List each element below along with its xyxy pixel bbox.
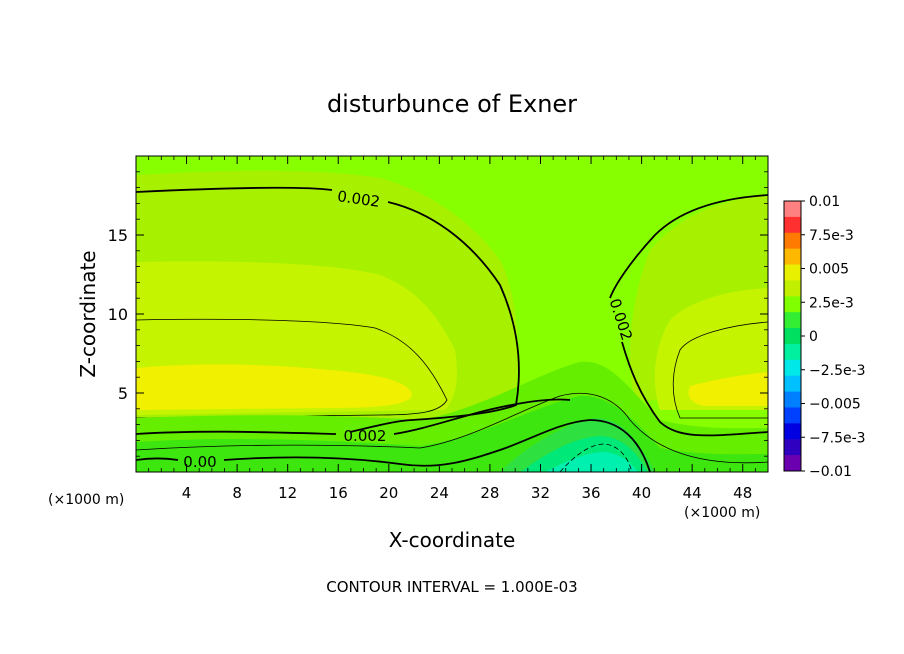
contour-negative xyxy=(559,443,633,472)
contour-0.00 xyxy=(136,419,651,472)
colorbar-swatch xyxy=(784,455,801,472)
x-tick-label: 24 xyxy=(430,484,449,502)
colorbar-label: −0.005 xyxy=(809,397,861,413)
contour-label: 0.002 xyxy=(336,187,381,211)
colorbar-swatch xyxy=(784,343,801,361)
x-tick-label: 40 xyxy=(632,484,651,502)
chart-title: disturbunce of Exner xyxy=(327,90,577,118)
x-axis: 4 8 12 16 20 24 28 32 36 40 44 48 xyxy=(148,156,756,502)
colorbar-swatch xyxy=(784,264,801,281)
y-tick-label: 15 xyxy=(108,226,128,245)
contour-thin-surface xyxy=(136,392,768,464)
colorbar-label: −0.01 xyxy=(809,464,852,480)
x-tick-label: 44 xyxy=(683,484,702,502)
x-tick-label: 8 xyxy=(232,484,242,502)
x-tick-label: 36 xyxy=(581,484,600,502)
colorbar-label: −7.5e-3 xyxy=(809,430,866,446)
colorbar-swatch xyxy=(784,407,801,424)
y-tick-label: 10 xyxy=(108,305,128,324)
x-tick-label: 28 xyxy=(480,484,499,502)
colorbar-label: −2.5e-3 xyxy=(809,363,866,379)
x-unit-left: (×1000 m) xyxy=(48,492,124,508)
x-tick-label: 16 xyxy=(329,484,348,502)
colorbar-label: 0.005 xyxy=(809,262,849,278)
colorbar-label: 7.5e-3 xyxy=(809,228,854,244)
contour-labels: 0.002 0.002 0.002 0.00 xyxy=(183,187,636,471)
x-tick-label: 12 xyxy=(278,484,297,502)
y-axis: 5 10 15 xyxy=(108,171,768,457)
colorbar-swatch xyxy=(784,280,801,297)
hill-anomaly-3 xyxy=(545,452,638,472)
colorbar-label: 2.5e-3 xyxy=(809,295,854,311)
colorbar-swatch xyxy=(784,312,801,329)
colorbar-swatch xyxy=(784,439,801,456)
contour-0.002-top-right xyxy=(609,194,768,437)
colorbar: 0.01 7.5e-3 0.005 2.5e-3 0 −2.5e-3 −0.005 −7.5e… xyxy=(783,194,866,480)
contour-interval-note: CONTOUR INTERVAL = 1.000E-03 xyxy=(326,578,577,596)
x-unit-right: (×1000 m) xyxy=(684,505,760,521)
y-tick-label: 5 xyxy=(118,384,128,403)
plot-area xyxy=(136,156,768,472)
colorbar-swatch xyxy=(784,359,801,377)
max-band-right xyxy=(688,372,768,406)
colorbar-swatch xyxy=(784,391,801,408)
contour-0.002-top-left xyxy=(136,186,520,433)
colorbar-swatch xyxy=(784,375,801,393)
colorbar-swatch xyxy=(784,232,801,250)
x-tick-label: 4 xyxy=(182,484,192,502)
x-tick-label: 32 xyxy=(531,484,550,502)
contour-label: 0.00 xyxy=(183,453,216,471)
colorbar-swatch xyxy=(784,248,801,266)
x-tick-label: 20 xyxy=(379,484,398,502)
x-axis-label: X-coordinate xyxy=(389,528,516,552)
colorbar-swatch xyxy=(784,201,801,218)
colorbar-swatch xyxy=(784,216,801,234)
colorbar-label: 0 xyxy=(809,329,818,345)
contour-thin-right xyxy=(672,321,768,419)
contour-label: 0.002 xyxy=(344,427,387,445)
max-band-left xyxy=(136,364,412,410)
colorbar-swatch xyxy=(784,328,801,345)
x-tick-label: 48 xyxy=(733,484,752,502)
contour-thin-left xyxy=(136,318,448,419)
colorbar-swatch xyxy=(784,296,801,313)
colorbar-swatch xyxy=(784,423,801,440)
y-axis-label: Z-coordinate xyxy=(76,250,100,377)
colorbar-label: 0.01 xyxy=(809,194,840,210)
